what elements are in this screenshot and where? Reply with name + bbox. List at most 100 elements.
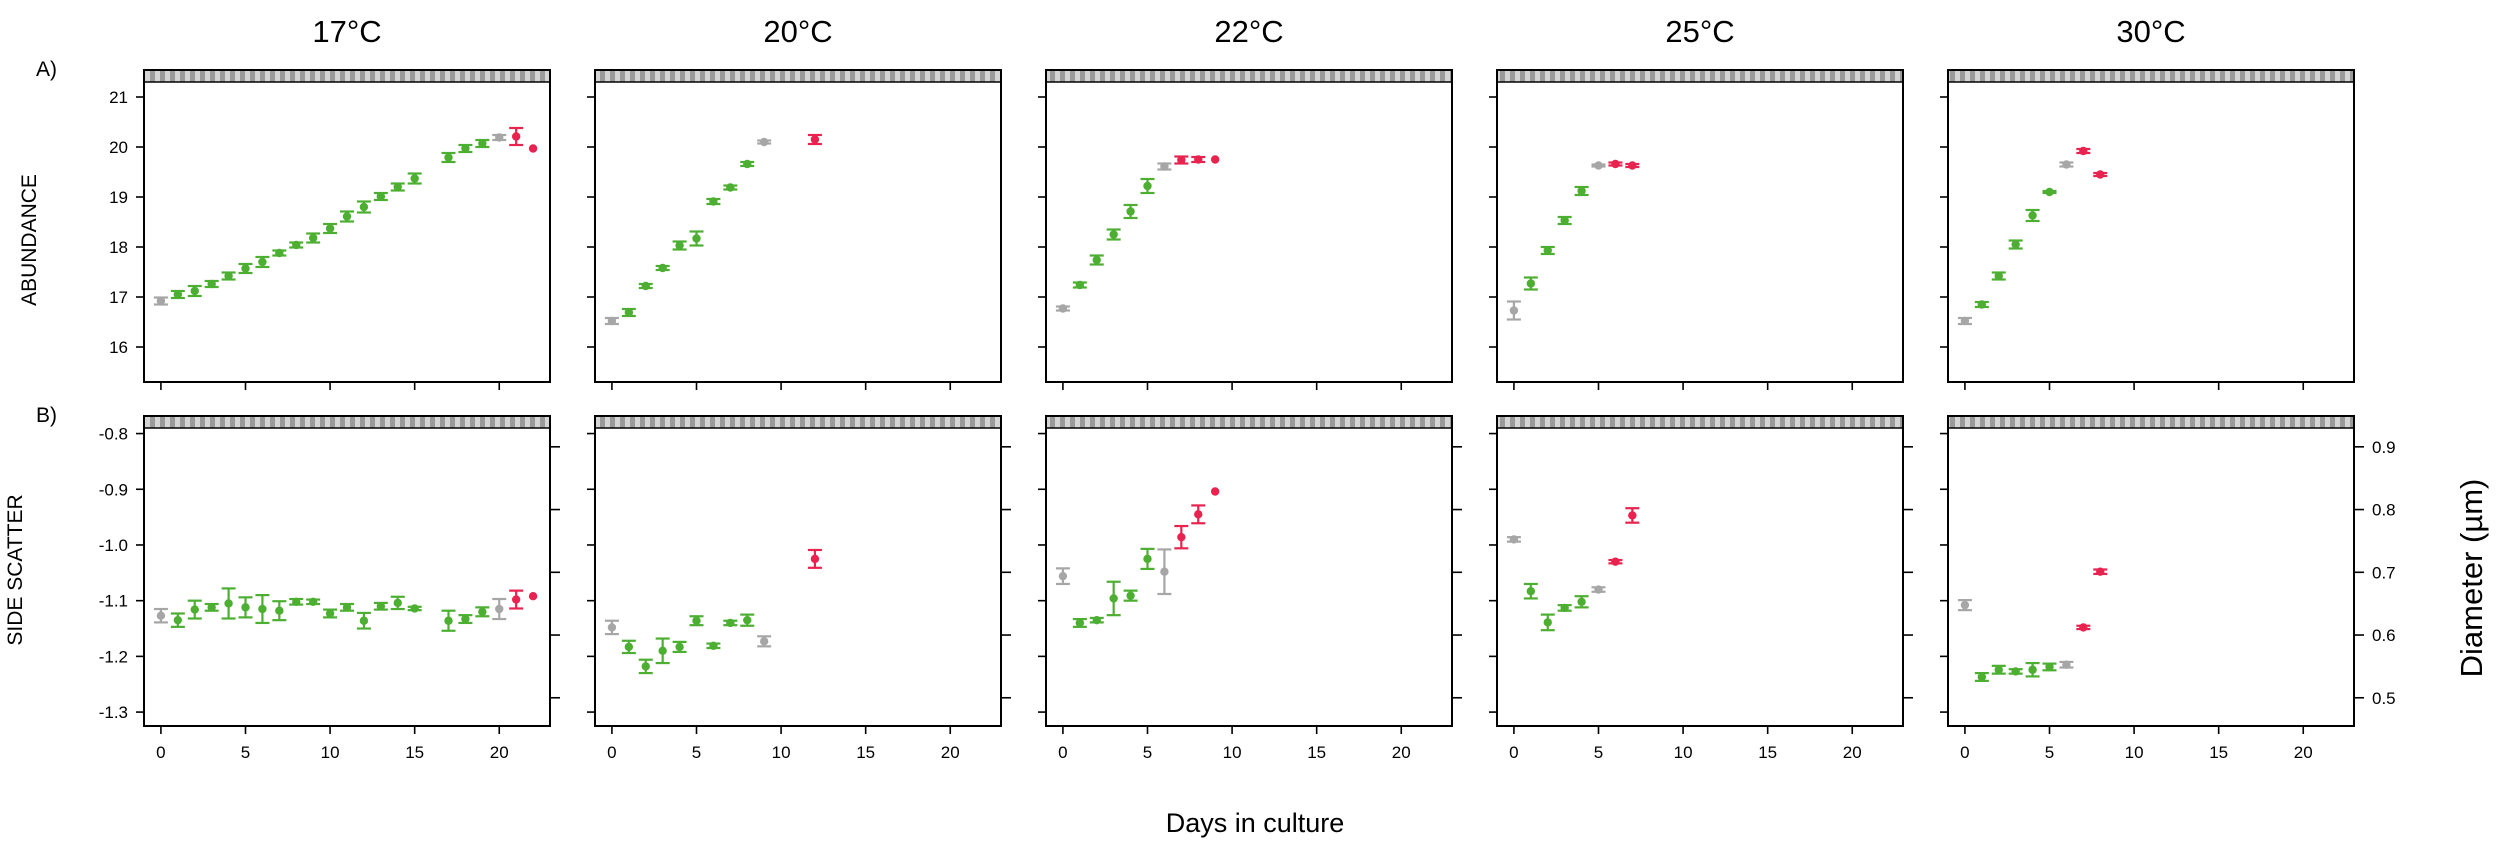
panel-frame-abundance-1	[594, 69, 1002, 383]
point-abundance-4-1	[1977, 300, 1987, 309]
x-tick-label-0-2: 10	[321, 743, 340, 762]
point-abundance-1-4	[675, 241, 684, 250]
panel-frame-side_scatter-2	[1045, 415, 1453, 727]
panel-side_scatter-0: 0 5 10 15 20 -0.8 -0.9 -1.0 -1.1 -1.2 -1.3	[99, 415, 560, 762]
point-side_scatter-4-4	[2028, 665, 2037, 674]
point-side_scatter-3-3	[1560, 603, 1569, 613]
x-tick-label-4-4: 20	[2294, 743, 2313, 762]
point-side_scatter-0-21	[528, 592, 538, 601]
right-tick-label-1: 0.6	[2372, 626, 2396, 645]
point-abundance-4-3	[2011, 240, 2020, 249]
panel-strip-abundance-3	[1497, 70, 1903, 82]
panel-strip-abundance-4	[1948, 70, 2354, 82]
point-side_scatter-3-0	[1509, 535, 1519, 544]
point-side_scatter-0-8	[292, 597, 301, 606]
point-side_scatter-0-1	[173, 615, 183, 625]
point-abundance-4-5	[2045, 187, 2054, 197]
point-side_scatter-3-7	[1628, 511, 1637, 520]
x-tick-label-0-0: 0	[156, 743, 165, 762]
point-abundance-0-0	[156, 296, 166, 306]
x-tick-label-1-1: 5	[692, 743, 701, 762]
point-abundance-0-15	[410, 174, 419, 183]
x-tick-label-3-3: 15	[1758, 743, 1777, 762]
point-abundance-2-9	[1210, 155, 1220, 164]
y-tick-label-side_scatter-1: -0.9	[99, 480, 128, 499]
panel-abundance-2: 22°C	[1038, 14, 1453, 390]
point-abundance-3-0	[1509, 306, 1519, 315]
column-title-1: 20°C	[763, 14, 832, 49]
point-abundance-2-5	[1143, 181, 1152, 191]
panels-layer: 17°C 16 17 18 19 20 21 20°C 22°C 25°C 30°C 0 5 10 15 20…	[99, 14, 2396, 762]
x-tick-label-4-3: 15	[2209, 743, 2228, 762]
y-tick-label-side_scatter-5: -1.3	[99, 703, 128, 722]
point-side_scatter-2-4	[1126, 591, 1135, 600]
x-tick-label-2-0: 0	[1058, 743, 1067, 762]
point-side_scatter-0-7	[275, 606, 284, 615]
y-tick-label-side_scatter-2: -1.0	[99, 536, 128, 555]
point-side_scatter-0-11	[342, 603, 352, 612]
point-abundance-1-8	[743, 159, 752, 169]
panel-strip-abundance-0	[144, 70, 550, 82]
point-abundance-1-6	[709, 197, 718, 206]
right-tick-label-4: 0.9	[2372, 438, 2396, 457]
x-tick-label-0-3: 15	[405, 743, 424, 762]
panel-abundance-3: 25°C	[1489, 14, 1904, 390]
point-side_scatter-4-5	[2045, 662, 2054, 672]
point-side_scatter-0-16	[444, 616, 453, 625]
point-side_scatter-0-3	[207, 603, 216, 612]
y-tick-label-side_scatter-0: -0.8	[99, 425, 128, 444]
point-side_scatter-0-15	[410, 604, 419, 613]
point-side_scatter-1-9	[759, 637, 769, 646]
point-side_scatter-0-17	[461, 614, 470, 624]
point-side_scatter-0-14	[393, 598, 402, 608]
point-abundance-1-9	[759, 137, 769, 147]
point-abundance-2-7	[1177, 155, 1186, 165]
panel-strip-abundance-2	[1046, 70, 1452, 82]
y-tick-label-abundance-5: 21	[109, 88, 128, 107]
panel-frame-abundance-0	[143, 69, 551, 383]
point-abundance-0-7	[275, 248, 284, 258]
point-side_scatter-4-7	[2079, 623, 2088, 632]
point-abundance-1-3	[658, 263, 667, 273]
x-tick-label-1-4: 20	[941, 743, 960, 762]
point-abundance-0-14	[393, 182, 402, 192]
x-tick-label-2-4: 20	[1392, 743, 1411, 762]
point-abundance-2-4	[1126, 207, 1135, 216]
point-side_scatter-1-8	[743, 615, 752, 625]
point-abundance-3-7	[1628, 161, 1637, 170]
point-side_scatter-1-6	[709, 641, 718, 650]
x-tick-label-3-1: 5	[1594, 743, 1603, 762]
point-abundance-1-10	[810, 135, 820, 144]
point-abundance-4-7	[2079, 146, 2088, 156]
point-abundance-3-6	[1611, 159, 1620, 169]
point-abundance-2-8	[1194, 155, 1203, 164]
point-side_scatter-0-9	[308, 597, 318, 606]
panel-side_scatter-4: 0 5 10 15 20 0.5 0.6 0.7 0.8 0.9	[1940, 415, 2396, 762]
point-side_scatter-0-2	[190, 605, 199, 614]
panel-side_scatter-3: 0 5 10 15 20	[1489, 415, 1913, 762]
point-side_scatter-2-1	[1075, 618, 1085, 628]
y-tick-label-abundance-3: 19	[109, 188, 128, 207]
x-tick-label-3-4: 20	[1843, 743, 1862, 762]
point-abundance-0-4	[224, 271, 233, 281]
point-abundance-1-1	[624, 308, 634, 317]
point-abundance-3-5	[1594, 161, 1603, 170]
point-side_scatter-0-20	[511, 595, 521, 604]
point-side_scatter-0-10	[325, 609, 335, 618]
point-abundance-0-8	[292, 240, 301, 250]
point-abundance-4-2	[1994, 271, 2003, 281]
point-abundance-2-1	[1075, 280, 1085, 290]
point-side_scatter-2-8	[1194, 510, 1203, 519]
point-abundance-0-9	[308, 233, 318, 243]
panel-abundance-1: 20°C	[587, 14, 1002, 390]
point-side_scatter-3-4	[1577, 597, 1586, 606]
point-side_scatter-1-3	[658, 646, 667, 656]
panel-side_scatter-1: 0 5 10 15 20	[587, 415, 1011, 762]
point-side_scatter-4-1	[1977, 672, 1987, 682]
point-side_scatter-3-6	[1611, 557, 1620, 566]
point-side_scatter-1-5	[692, 616, 701, 625]
y-tick-label-side_scatter-4: -1.2	[99, 647, 128, 666]
x-tick-label-0-4: 20	[490, 743, 509, 762]
x-tick-label-2-1: 5	[1143, 743, 1152, 762]
